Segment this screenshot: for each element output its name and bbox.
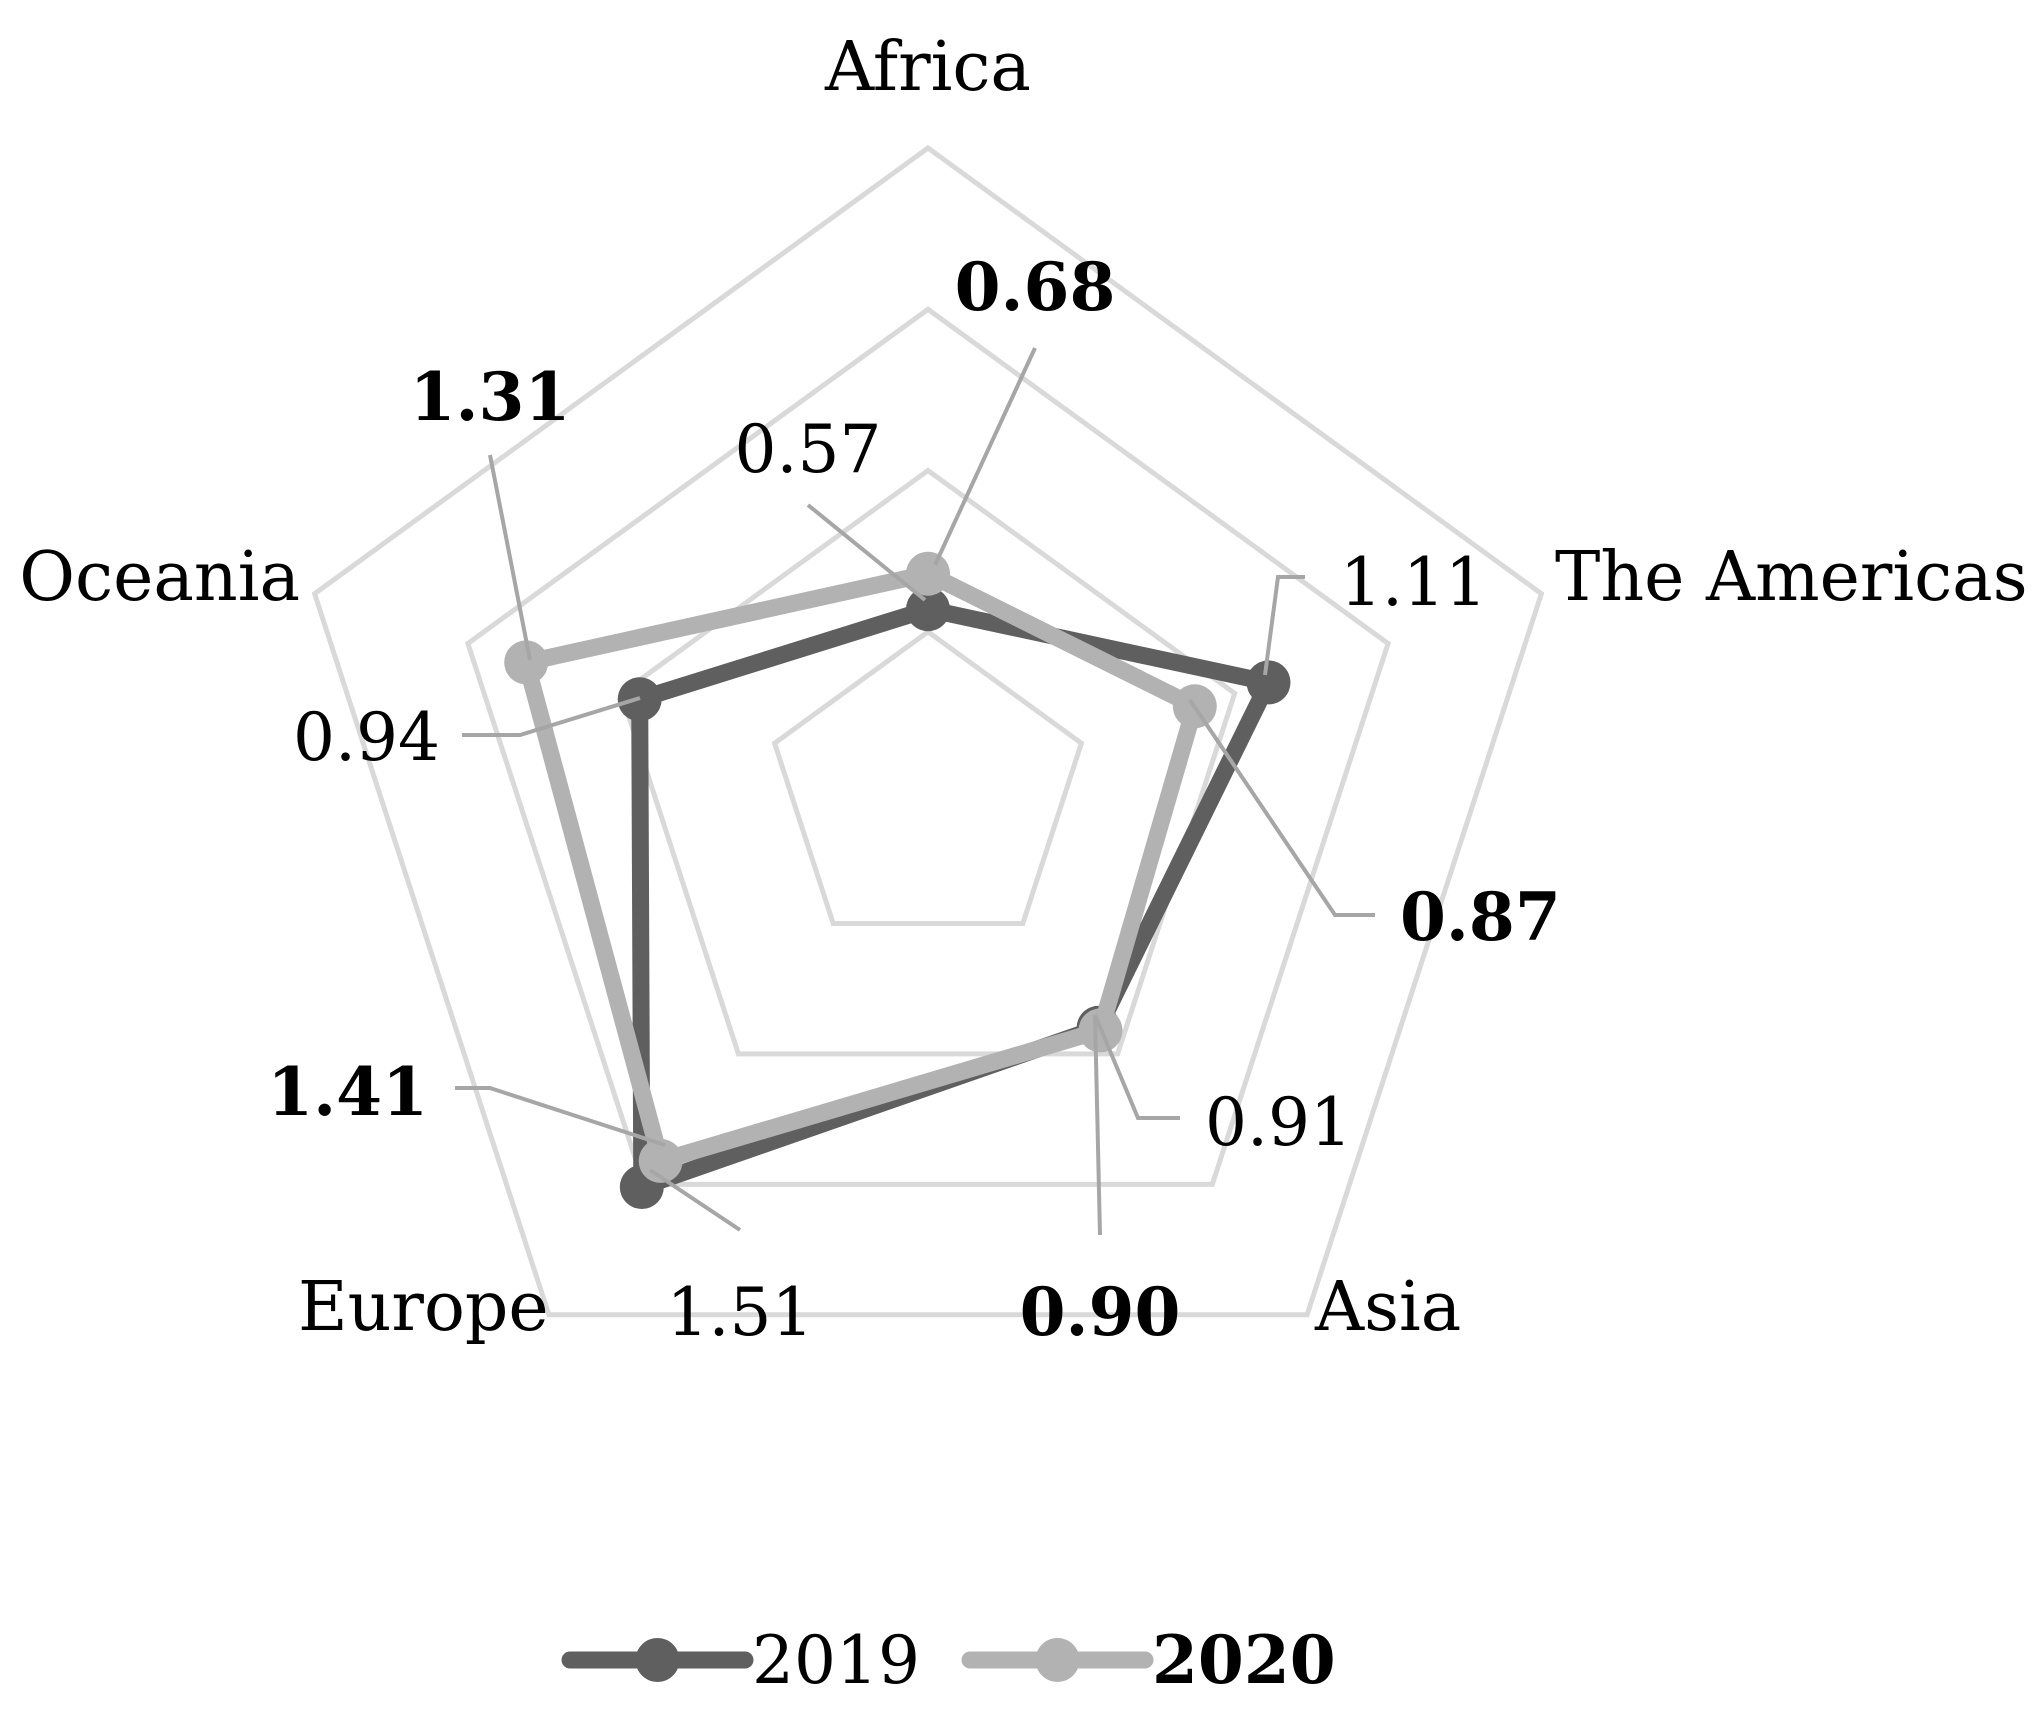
data-label-2020-africa: 0.68 (955, 248, 1116, 326)
legend-item-2020: 2020 (961, 1621, 1336, 1699)
data-point-2020-oceania (504, 640, 549, 685)
series-layer (504, 551, 1291, 1209)
legend-marker-2019 (635, 1638, 680, 1682)
data-label-2019-asia: 0.90 (1020, 1273, 1181, 1351)
series-2019 (617, 587, 1291, 1209)
data-label-2019-africa: 0.57 (735, 411, 882, 488)
legend-marker-2020 (1035, 1638, 1080, 1682)
category-label-europe: Europe (298, 1268, 549, 1347)
data-point-2019-the-americas (1246, 660, 1291, 705)
leader-line-2020-europe (455, 1086, 666, 1147)
data-label-2020-oceania: 1.31 (410, 358, 571, 436)
category-label-oceania: Oceania (19, 538, 300, 617)
data-label-2019-the-americas: 1.11 (1340, 544, 1487, 621)
leader-line-2019-africa (806, 503, 927, 602)
legend-label-2019: 2019 (752, 1622, 920, 1699)
data-label-2019-europe: 1.51 (667, 1274, 814, 1351)
leader-line-2020-the-americas (1188, 698, 1375, 917)
category-labels: Africa The Americas Asia Europe Oceania (19, 28, 2027, 1347)
leader-line-2019-europe (648, 1168, 742, 1232)
series-line-2020 (517, 565, 1204, 1170)
data-label-2020-europe: 1.41 (267, 1053, 428, 1131)
leader-line-2019-oceania (462, 696, 641, 737)
leader-line-2020-oceania (488, 454, 532, 661)
leader-line-2019-the-americas (1263, 575, 1305, 676)
leader-line-2019-asia (1093, 1014, 1102, 1236)
legend-item-2019: 2019 (561, 1622, 920, 1699)
leader-line-2020-africa (933, 347, 1037, 566)
legend: 2019 2020 (561, 1621, 1336, 1699)
data-point-2020-africa (906, 551, 950, 596)
data-point-2019-africa (906, 587, 950, 632)
category-label-africa: Africa (824, 28, 1031, 107)
grid-ring-4 (311, 144, 1545, 1318)
radar-grid (311, 144, 1545, 1318)
value-labels: 0.57 1.11 0.90 1.51 0.94 0.68 0.87 0.91 1.41 1.31 (267, 248, 1561, 1351)
data-label-2020-the-americas: 0.87 (1400, 878, 1561, 956)
leader-line-2020-asia (1093, 1014, 1180, 1120)
data-label-2019-oceania: 0.94 (293, 699, 440, 776)
data-label-2020-asia: 0.91 (1205, 1084, 1352, 1161)
series-2020 (504, 551, 1217, 1183)
legend-label-2020: 2020 (1152, 1621, 1336, 1699)
category-label-asia: Asia (1314, 1268, 1461, 1347)
category-label-the-americas: The Americas (1555, 538, 2028, 617)
value-label-leaders (455, 347, 1375, 1236)
grid-ring-1 (771, 628, 1085, 926)
grid-ring-3 (464, 306, 1392, 1187)
